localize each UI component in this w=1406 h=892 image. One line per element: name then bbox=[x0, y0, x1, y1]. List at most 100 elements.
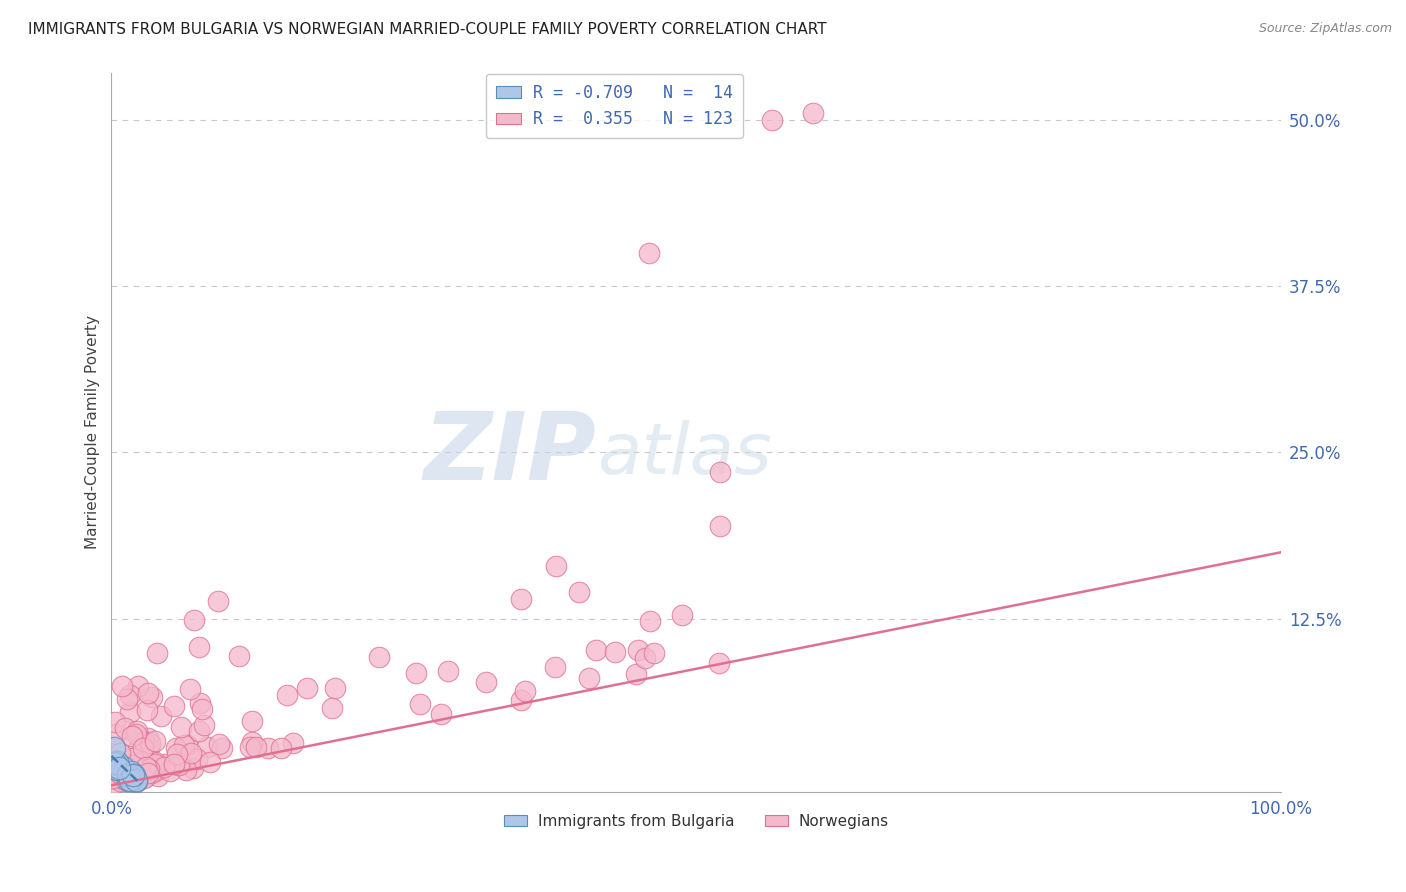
Point bbox=[167, 757, 190, 772]
Point bbox=[105, 756, 128, 770]
Point bbox=[132, 754, 155, 768]
Text: atlas: atlas bbox=[596, 419, 772, 489]
Text: Source: ZipAtlas.com: Source: ZipAtlas.com bbox=[1258, 22, 1392, 36]
Point bbox=[132, 741, 155, 756]
Point bbox=[183, 613, 205, 627]
Point bbox=[128, 759, 150, 773]
Point bbox=[409, 698, 432, 712]
Point bbox=[165, 740, 187, 755]
Point bbox=[544, 558, 567, 573]
Point bbox=[405, 666, 427, 681]
Point bbox=[323, 681, 346, 695]
Point bbox=[475, 674, 498, 689]
Text: IMMIGRANTS FROM BULGARIA VS NORWEGIAN MARRIED-COUPLE FAMILY POVERTY CORRELATION : IMMIGRANTS FROM BULGARIA VS NORWEGIAN MA… bbox=[28, 22, 827, 37]
Point bbox=[141, 759, 163, 773]
Point bbox=[120, 768, 142, 782]
Point bbox=[122, 768, 145, 782]
Point bbox=[118, 705, 141, 719]
Point bbox=[120, 764, 142, 779]
Point bbox=[638, 615, 661, 629]
Point bbox=[134, 771, 156, 785]
Point bbox=[166, 747, 188, 761]
Point bbox=[136, 702, 159, 716]
Point bbox=[145, 646, 167, 660]
Point bbox=[437, 664, 460, 678]
Point bbox=[111, 760, 134, 774]
Point bbox=[179, 682, 201, 697]
Point bbox=[101, 777, 124, 791]
Point bbox=[211, 741, 233, 756]
Point bbox=[509, 591, 531, 606]
Point bbox=[112, 772, 135, 786]
Point bbox=[114, 721, 136, 735]
Point bbox=[257, 741, 280, 756]
Point bbox=[270, 740, 292, 755]
Point bbox=[195, 739, 218, 754]
Point bbox=[240, 714, 263, 728]
Point bbox=[671, 607, 693, 622]
Point bbox=[709, 518, 731, 533]
Point bbox=[104, 763, 127, 777]
Point bbox=[136, 765, 159, 780]
Point bbox=[707, 656, 730, 670]
Point bbox=[276, 689, 298, 703]
Point bbox=[115, 691, 138, 706]
Point bbox=[367, 649, 389, 664]
Point bbox=[638, 245, 661, 260]
Point bbox=[114, 757, 136, 772]
Point bbox=[143, 755, 166, 769]
Point bbox=[603, 645, 626, 659]
Point bbox=[200, 756, 222, 770]
Point bbox=[135, 751, 157, 765]
Point bbox=[515, 684, 537, 698]
Point bbox=[181, 761, 204, 775]
Point bbox=[124, 772, 146, 786]
Point bbox=[509, 693, 531, 707]
Point bbox=[120, 773, 142, 788]
Y-axis label: Married-Couple Family Poverty: Married-Couple Family Poverty bbox=[86, 316, 100, 549]
Point bbox=[105, 726, 128, 740]
Point bbox=[125, 727, 148, 741]
Point bbox=[125, 773, 148, 788]
Point bbox=[163, 698, 186, 713]
Point bbox=[634, 651, 657, 665]
Point bbox=[115, 773, 138, 788]
Point bbox=[117, 768, 139, 782]
Point bbox=[146, 769, 169, 783]
Point bbox=[544, 659, 567, 673]
Point bbox=[138, 741, 160, 756]
Point bbox=[136, 731, 159, 746]
Point bbox=[139, 765, 162, 780]
Point bbox=[104, 715, 127, 730]
Point bbox=[132, 734, 155, 748]
Point bbox=[578, 671, 600, 685]
Point bbox=[170, 720, 193, 734]
Point bbox=[103, 741, 125, 756]
Point bbox=[132, 771, 155, 785]
Point bbox=[321, 700, 343, 714]
Point bbox=[104, 771, 127, 785]
Point bbox=[120, 688, 142, 702]
Point bbox=[153, 756, 176, 771]
Point bbox=[624, 666, 647, 681]
Point bbox=[128, 731, 150, 745]
Point bbox=[153, 760, 176, 774]
Point bbox=[136, 686, 159, 700]
Point bbox=[159, 764, 181, 778]
Point bbox=[108, 765, 131, 780]
Point bbox=[283, 736, 305, 750]
Point bbox=[108, 774, 131, 789]
Point bbox=[191, 702, 214, 716]
Point bbox=[163, 756, 186, 771]
Text: ZIP: ZIP bbox=[423, 408, 596, 500]
Point bbox=[135, 760, 157, 774]
Point bbox=[240, 735, 263, 749]
Point bbox=[143, 764, 166, 779]
Point bbox=[122, 751, 145, 765]
Point bbox=[245, 740, 267, 755]
Point bbox=[111, 679, 134, 693]
Point bbox=[187, 723, 209, 738]
Point bbox=[127, 679, 149, 693]
Point bbox=[207, 594, 229, 608]
Point bbox=[585, 643, 607, 657]
